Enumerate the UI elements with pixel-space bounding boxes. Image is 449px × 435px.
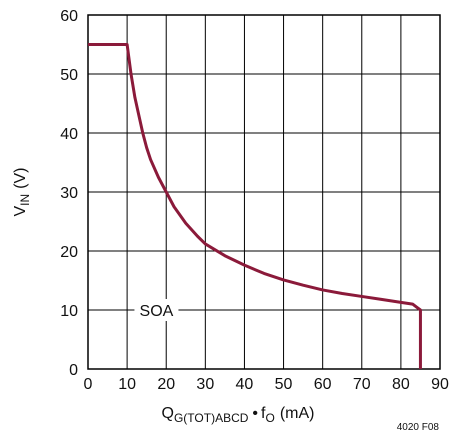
x-tick-label-1: 10 xyxy=(118,376,136,393)
x-tick-label-3: 30 xyxy=(196,376,214,393)
soa-label-background xyxy=(134,299,179,321)
x-tick-label-8: 80 xyxy=(392,376,410,393)
series-line-0 xyxy=(88,43,422,369)
y-tick-label-6: 60 xyxy=(60,8,78,25)
x-tick-label-5: 50 xyxy=(275,376,293,393)
y-tick-label-4: 40 xyxy=(60,126,78,143)
y-tick-label-5: 50 xyxy=(60,67,78,84)
plot-frame-rect xyxy=(87,14,441,370)
y-axis-title: VIN(V) xyxy=(12,168,32,217)
annotation-group: SOA xyxy=(134,299,179,321)
y-tick-labels: 0 10 20 30 40 50 60 xyxy=(60,8,78,379)
plot-frame xyxy=(87,14,441,370)
y-tick-label-2: 20 xyxy=(60,244,78,261)
y-tick-label-0: 0 xyxy=(69,362,78,379)
x-axis-title: QG(TOT)ABCD • fO (mA) xyxy=(162,405,315,425)
x-tick-label-4: 40 xyxy=(236,376,254,393)
x-tick-labels: 0 10 20 30 40 50 60 70 80 90 xyxy=(84,376,449,393)
x-tick-label-6: 60 xyxy=(314,376,332,393)
x-tick-label-2: 20 xyxy=(157,376,175,393)
series-group xyxy=(88,43,422,369)
x-tick-label-0: 0 xyxy=(84,376,93,393)
y-tick-label-1: 10 xyxy=(60,303,78,320)
y-tick-label-3: 30 xyxy=(60,185,78,202)
figure-id: 4020 F08 xyxy=(397,422,440,433)
x-tick-label-7: 70 xyxy=(353,376,371,393)
x-tick-label-9: 90 xyxy=(431,376,449,393)
soa-label: SOA xyxy=(140,303,174,320)
